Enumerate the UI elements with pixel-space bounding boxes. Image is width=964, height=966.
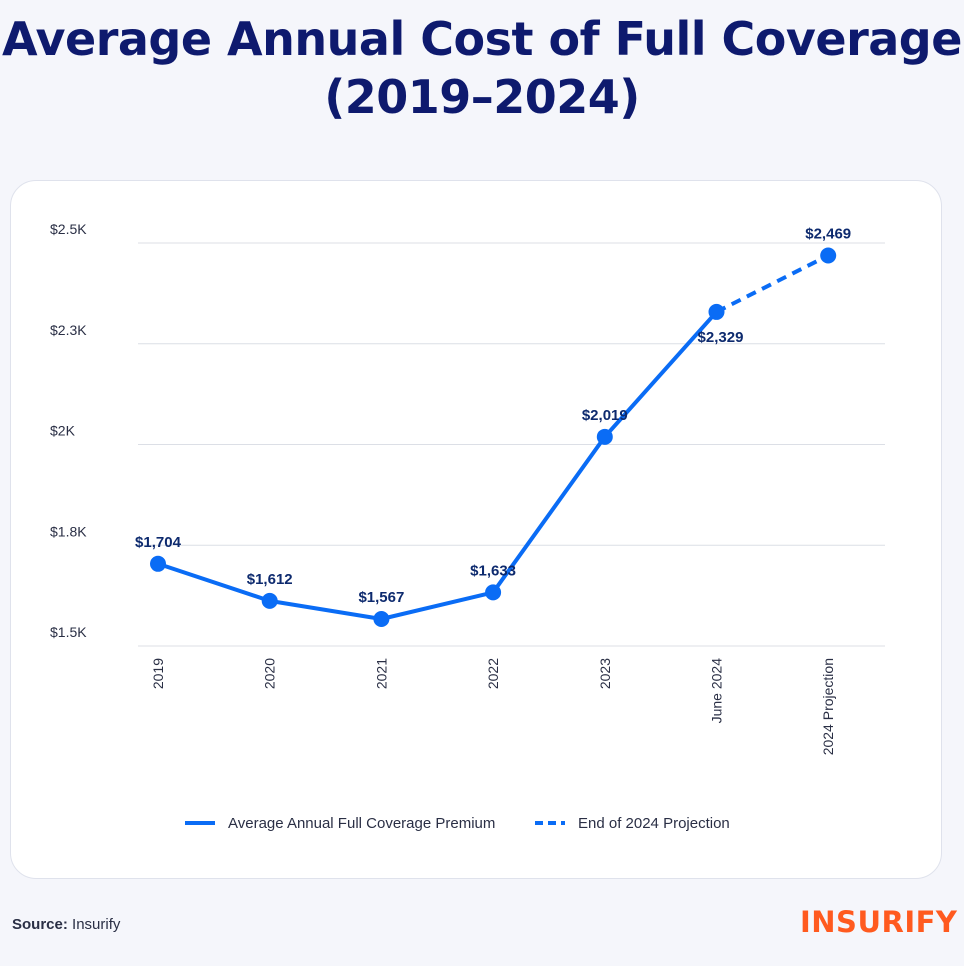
x-tick-label: June 2024	[709, 658, 725, 724]
x-tick-label: 2024 Projection	[820, 658, 836, 755]
data-label: $1,704	[135, 534, 182, 551]
series-line-solid	[157, 310, 718, 621]
source-label: Source:	[12, 916, 68, 933]
y-tick-label: $2.5K	[50, 221, 87, 237]
data-point	[150, 555, 166, 572]
series-line-dashed	[715, 253, 830, 314]
legend-label: End of 2024 Projection	[578, 815, 730, 832]
legend-label: Average Annual Full Coverage Premium	[228, 815, 495, 832]
data-label: $2,329	[698, 329, 744, 346]
data-point	[261, 592, 278, 609]
source-note: Source: Insurify	[12, 916, 120, 933]
y-tick-label: $2K	[50, 423, 76, 439]
x-tick-label: 2023	[597, 658, 613, 689]
chart-title: Average Annual Cost of Full Coverage (20…	[2, 12, 962, 124]
data-label: $1,633	[470, 562, 516, 579]
x-tick-label: 2019	[150, 658, 166, 689]
y-tick-label: $1.8K	[50, 523, 87, 539]
data-label: $1,612	[247, 571, 293, 588]
data-point	[485, 584, 502, 601]
data-label: $1,567	[358, 589, 404, 606]
insurify-logo: INSURIFY	[800, 905, 958, 939]
y-tick-label: $2.3K	[50, 322, 87, 338]
data-point	[820, 247, 837, 264]
x-tick-label: 2022	[485, 658, 501, 689]
data-label: $2,469	[805, 225, 851, 242]
source-value: Insurify	[72, 916, 121, 933]
y-tick-label: $1.5K	[50, 624, 87, 640]
data-point	[708, 303, 725, 320]
data-label: $2,019	[582, 407, 628, 424]
data-point	[373, 610, 390, 627]
data-point	[596, 428, 613, 445]
x-tick-label: 2020	[262, 658, 278, 689]
x-tick-label: 2021	[373, 658, 389, 689]
chart-card	[10, 180, 942, 879]
